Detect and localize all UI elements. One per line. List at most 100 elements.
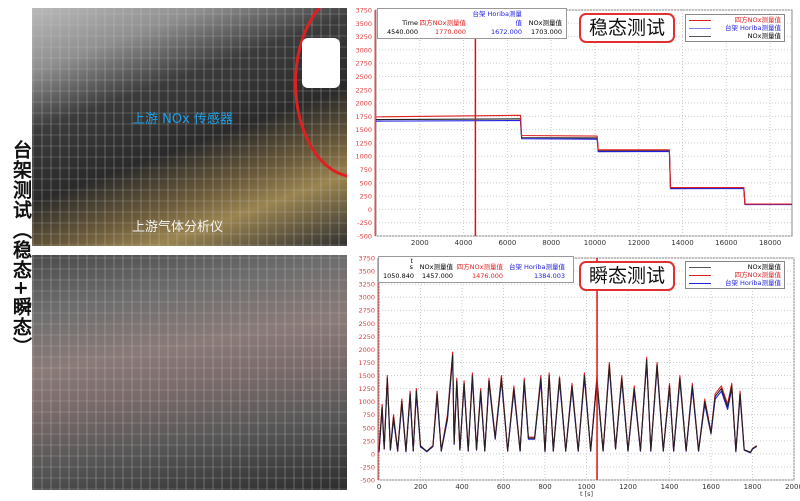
x-tick-label: 14000: [671, 239, 693, 247]
x-tick-label: 12000: [628, 239, 650, 247]
plot-area: [375, 9, 793, 237]
val-nox: 1703.000: [530, 28, 562, 36]
y-tick-label: 2250: [355, 86, 372, 94]
cursor-readout: Time 四方NOx测量值台架 Horiba测量值 NOx测量值 4540.000 1…: [377, 8, 567, 39]
legend-item: NOx测量值: [689, 32, 781, 40]
legend-item: 四方NOx测量值: [689, 271, 781, 279]
x-tick-label: 1000: [578, 483, 596, 491]
y-tick-label: 2750: [358, 307, 375, 315]
x-tick-label: 10000: [584, 239, 606, 247]
x-tick-label: 400: [455, 483, 468, 491]
x-tick-label: 16000: [715, 239, 737, 247]
y-tick-label: 2000: [358, 346, 375, 354]
transient-chart: -500 -250 0 250 500 750 1000 1250 1500 1750 2000 22…: [347, 250, 800, 499]
y-tick-label: 2500: [358, 320, 375, 328]
val-sifang: 1770.000: [434, 28, 466, 36]
x-tick-label: 18000: [759, 239, 781, 247]
val-time: 4540.000: [386, 28, 418, 36]
x-tick-label: 1400: [661, 483, 679, 491]
y-tick-label: 250: [363, 437, 375, 445]
y-tick-label: 3750: [355, 7, 372, 15]
steady-test-tag: 稳态测试: [579, 13, 676, 43]
x-axis-label: t [s]: [580, 490, 593, 497]
y-tick-label: 3500: [355, 20, 372, 28]
x-tick-label: 8000: [542, 239, 560, 247]
y-tick-label: 2250: [358, 333, 375, 341]
y-tick-label: 1500: [358, 372, 375, 380]
col-horiba: 台架 Horiba测量值: [508, 263, 565, 271]
col-horiba: 台架 Horiba测量值: [472, 10, 522, 27]
x-tick-label: 6000: [498, 239, 516, 247]
legend-label: 台架 Horiba测量值: [724, 24, 781, 32]
y-tick-label: 3250: [355, 33, 372, 41]
val-horiba: 1384.003: [533, 272, 565, 280]
redaction-box: [302, 38, 340, 88]
steady-test-photo: 上游 NOx 传感器 上游气体分析仪: [32, 8, 347, 246]
y-tick-label: 250: [360, 193, 372, 201]
col-time: Time: [402, 19, 418, 27]
col-sifang: 四方NOx测量值: [456, 263, 503, 271]
val-horiba: 1672.000: [490, 28, 522, 36]
transient-legend: NOx测量值 四方NOx测量值 台架 Horiba测量值: [685, 261, 785, 289]
series-line: [378, 354, 757, 453]
y-tick-label: 2750: [355, 60, 372, 68]
legend-item: 台架 Horiba测量值: [689, 279, 781, 287]
y-tick-label: -250: [360, 463, 375, 471]
legend-label: 台架 Horiba测量值: [724, 279, 781, 287]
legend-label: NOx测量值: [747, 32, 781, 40]
series-line: [375, 114, 792, 205]
legend-item: NOx测量值: [689, 263, 781, 271]
steady-state-chart: -500 -250 0 250 500 750 1000 1250 1500 1750 2000 22…: [347, 0, 800, 248]
y-tick-label: 2500: [355, 73, 372, 81]
y-tick-label: 1000: [358, 398, 375, 406]
nox-sensor-label: 上游 NOx 传感器: [132, 112, 233, 127]
legend-label: 四方NOx测量值: [734, 271, 781, 279]
legend-item: 四方NOx测量值: [689, 16, 781, 24]
transient-test-tag: 瞬态测试: [579, 261, 676, 291]
y-tick-label: 3750: [358, 255, 375, 263]
y-tick-label: 1250: [355, 139, 372, 147]
y-tick-label: -250: [357, 219, 372, 227]
x-tick-label: 1600: [702, 483, 720, 491]
y-tick-label: 0: [368, 206, 372, 214]
legend-label: 四方NOx测量值: [734, 16, 781, 24]
x-tick-label: 1800: [744, 483, 762, 491]
y-tick-label: 3500: [358, 268, 375, 276]
val-sifang: 1476.000: [471, 272, 503, 280]
x-tick-label: 4000: [455, 239, 473, 247]
x-tick-label: 2000: [785, 483, 800, 491]
cursor-readout: t s NOx测量值 四方NOx测量值 台架 Horiba测量值 1050.840 14…: [378, 256, 574, 283]
gas-analyzer-label: 上游气体分析仪: [132, 220, 224, 235]
col-t: t s: [409, 257, 413, 271]
x-tick-label: 2000: [411, 239, 429, 247]
y-tick-label: 500: [360, 179, 372, 187]
slide-side-title: 台架测试（稳态+瞬态）: [10, 140, 32, 357]
y-tick-label: -500: [360, 477, 375, 485]
col-nox: NOx测量值: [419, 263, 453, 271]
transient-test-photo: [32, 255, 347, 490]
y-tick-label: 1500: [355, 126, 372, 134]
y-tick-label: 3000: [355, 46, 372, 54]
col-sifang: 四方NOx测量值: [419, 19, 466, 27]
y-tick-label: 500: [363, 424, 375, 432]
x-tick-label: 800: [538, 483, 551, 491]
legend-label: NOx测量值: [747, 263, 781, 271]
y-tick-label: 1000: [355, 153, 372, 161]
grille-texture: [32, 8, 347, 246]
col-nox: NOx测量值: [528, 19, 562, 27]
y-tick-label: 3000: [358, 294, 375, 302]
x-tick-label: 1200: [619, 483, 637, 491]
steady-chart-svg: -500 -250 0 250 500 750 1000 1250 1500 1750 2000 22…: [355, 7, 793, 247]
x-tick-label: 0: [377, 483, 381, 491]
legend-item: 台架 Horiba测量值: [689, 24, 781, 32]
x-tick-label: 200: [414, 483, 427, 491]
y-tick-label: 1750: [358, 359, 375, 367]
steady-legend: 四方NOx测量值 台架 Horiba测量值 NOx测量值: [685, 14, 785, 42]
y-tick-label: 0: [371, 450, 375, 458]
y-tick-label: 750: [363, 411, 375, 419]
val-nox: 1457.000: [421, 272, 453, 280]
y-tick-label: 2000: [355, 100, 372, 108]
y-tick-label: -500: [357, 233, 372, 241]
y-tick-label: 1750: [355, 113, 372, 121]
y-tick-label: 750: [360, 166, 372, 174]
